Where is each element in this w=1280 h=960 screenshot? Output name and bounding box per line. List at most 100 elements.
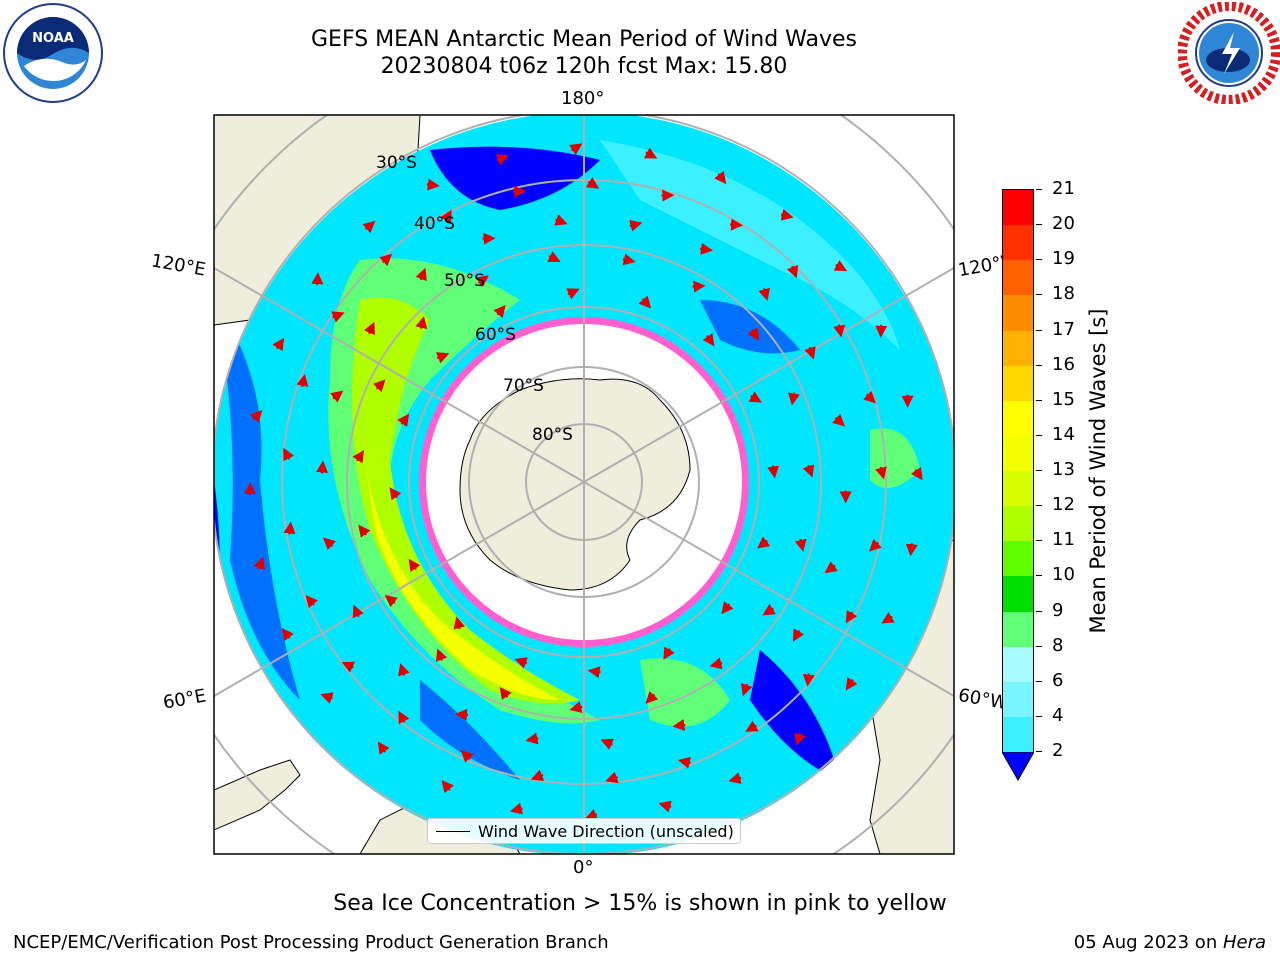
wind-wave-arrow [296,373,309,387]
wind-wave-arrow [863,390,876,404]
nws-logo [1178,2,1280,104]
colorbar-tick [1036,610,1042,612]
lat-label-70s: 70°S [503,376,544,396]
colorbar-tick [1036,259,1042,261]
lon-label-0: 0° [573,857,594,878]
chart-title: GEFS MEAN Antarctic Mean Period of Wind … [311,27,857,52]
colorbar-segment [1003,435,1033,472]
wind-wave-arrow [283,521,296,535]
wind-wave-arrow [729,218,744,231]
wind-wave-arrow [869,538,882,552]
wind-wave-arrow [320,692,334,704]
wind-wave-arrow [426,178,440,191]
colorbar-levels [1003,190,1033,753]
footer-machine: Hera [1222,932,1266,953]
wind-wave-arrow [281,627,294,642]
colorbar-tick-label: 19 [1052,248,1075,270]
wind-wave-arrow [253,556,265,571]
wind-wave-arrow [741,682,753,697]
colorbar-segment [1003,190,1033,226]
wind-wave-arrow [677,756,691,769]
colorbar-tick-label: 13 [1052,459,1075,480]
wind-wave-arrow [663,646,675,660]
colorbar [1002,189,1034,753]
wind-wave-arrow [804,346,816,360]
colorbar-tick [1036,715,1042,717]
wind-wave-arrow [475,275,489,288]
wind-wave-arrow [525,732,539,745]
wind-wave-arrow [363,321,375,336]
chart-subtitle: 20230804 t06z 120h fcst Max: 15.80 [380,54,788,79]
wind-wave-arrow [702,333,715,347]
wind-wave-arrow [672,719,686,731]
wind-wave-arrow [802,464,815,478]
lat-label-40s: 40°S [414,214,455,234]
wind-wave-arrow [398,710,410,725]
wind-wave-arrow [622,253,636,266]
wind-wave-arrow [372,379,386,393]
colorbar-tick-label: 15 [1052,388,1075,410]
wind-wave-arrow [788,392,800,406]
wind-wave-arrow [905,543,918,557]
wind-wave-arrow [699,242,713,255]
wind-wave-arrow [379,253,393,267]
wind-wave-arrow [547,251,561,262]
wind-wave-arrow [584,809,599,821]
noaa-logo-text: NOAA [32,31,74,46]
wind-wave-arrow [645,691,659,704]
wind-wave-arrow [794,732,806,746]
wind-wave-arrow [794,538,807,552]
colorbar-tick [1036,224,1042,226]
wind-wave-arrow [440,209,452,224]
colorbar-segment [1003,506,1033,542]
colorbar-segment [1003,541,1033,577]
wind-wave-arrow [758,287,771,301]
wind-wave-arrow [762,603,776,616]
sea-area-ne [840,115,954,240]
wind-wave-arrow [435,352,450,364]
wind-wave-arrow [454,708,469,721]
colorbar-tick [1036,399,1042,401]
colorbar-tick-label: 4 [1052,704,1064,726]
colorbar-segment [1003,681,1033,718]
wind-wave-arrow [499,686,512,701]
colorbar-tick [1036,751,1042,752]
colorbar-segment [1003,576,1033,612]
wind-wave-arrow [530,769,545,781]
wind-wave-arrow [249,409,263,423]
colorbar-tick-label: 20 [1052,213,1075,235]
wind-wave-arrow [341,661,356,673]
wind-wave-arrow [728,772,742,784]
lon-label-180: 180° [561,88,605,109]
colorbar-segment [1003,611,1033,648]
wind-wave-arrow [435,648,448,662]
wind-wave-arrow [692,280,706,293]
wind-wave-arrow [322,537,336,551]
wind-wave-arrow [629,219,643,232]
wind-wave-arrow [767,465,780,479]
wind-wave-arrow [441,780,454,794]
colorbar-segment [1003,471,1033,507]
wind-wave-arrow [748,391,762,403]
wind-wave-arrow [566,288,580,300]
wind-wave-arrow [460,750,474,763]
map-frame [213,114,955,855]
wind-wave-arrow [316,460,328,474]
wind-wave-arrow [605,771,619,784]
wind-wave-arrow [283,447,295,462]
wind-wave-arrow [408,558,421,573]
wind-wave-arrow [833,260,848,272]
colorbar-tick [1036,364,1042,366]
wind-wave-arrow [352,604,364,619]
colorbar-segment [1003,400,1033,437]
wind-wave-arrow [305,595,318,609]
colorbar-tick-label: 18 [1052,283,1075,305]
wind-wave-arrow [709,657,723,670]
colorbar-segment [1003,260,1033,296]
colorbar-tick [1036,294,1042,296]
wind-wave-arrow [331,311,345,323]
wind-wave-arrow [398,663,410,677]
wind-wave-arrow [587,666,601,679]
wind-wave-arrow [600,738,614,750]
wind-wave-arrow [495,154,510,166]
